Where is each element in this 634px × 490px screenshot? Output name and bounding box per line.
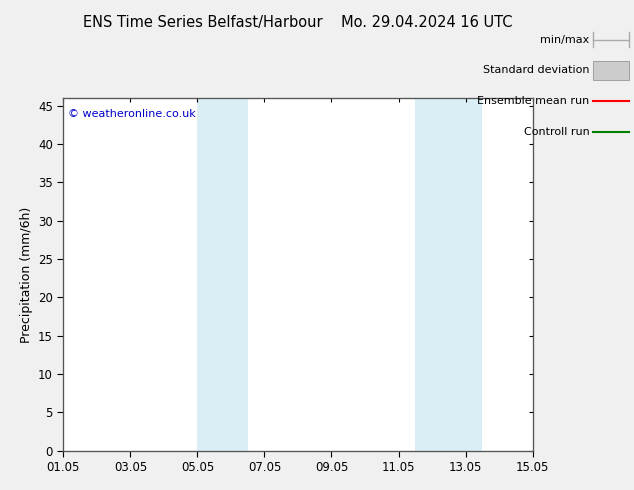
Text: Ensemble mean run: Ensemble mean run: [477, 96, 590, 106]
Text: ENS Time Series Belfast/Harbour    Mo. 29.04.2024 16 UTC: ENS Time Series Belfast/Harbour Mo. 29.0…: [83, 15, 513, 30]
Text: min/max: min/max: [540, 35, 590, 45]
Bar: [415, 98, 482, 451]
Text: © weatheronline.co.uk: © weatheronline.co.uk: [68, 109, 196, 119]
Text: Controll run: Controll run: [524, 127, 590, 137]
Bar: [197, 98, 248, 451]
Text: Standard deviation: Standard deviation: [483, 66, 590, 75]
FancyBboxPatch shape: [593, 61, 629, 80]
Y-axis label: Precipitation (mm/6h): Precipitation (mm/6h): [20, 206, 32, 343]
